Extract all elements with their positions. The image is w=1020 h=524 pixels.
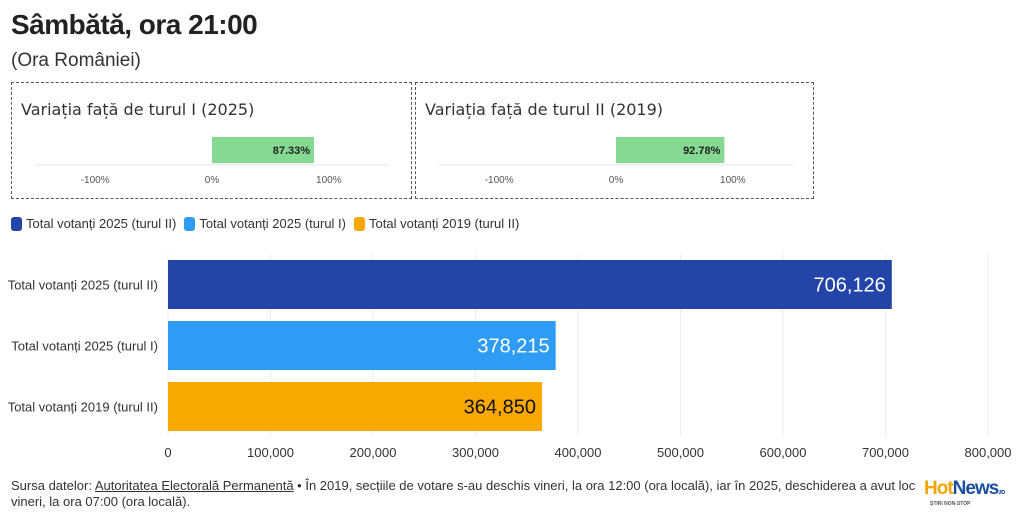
voters-bar-chart: 0 100,000 200,000 300,000 400,000 500,000 600,… bbox=[8, 254, 1012, 460]
bar bbox=[168, 260, 892, 309]
variation-panel-round1: Variația față de turul I (2025) 87.33% -1… bbox=[11, 82, 412, 199]
bar bbox=[168, 321, 556, 370]
hotnews-logo[interactable]: HotNews.ro ȘTIRI NON-STOP bbox=[924, 478, 1005, 507]
page-title: Sâmbătă, ora 21:00 bbox=[11, 9, 258, 40]
panel-tick-label: 0% bbox=[609, 175, 624, 186]
category-label: Total votanți 2025 (turul I) bbox=[11, 339, 158, 354]
x-tick-label: 600,000 bbox=[760, 445, 807, 460]
source-prefix: Sursa datelor: bbox=[11, 478, 95, 493]
panel-tick-label: -100% bbox=[81, 175, 110, 186]
panel-tick-label: 100% bbox=[316, 175, 342, 186]
panel-title: Variația față de turul I (2025) bbox=[21, 100, 255, 119]
variation-bar bbox=[212, 137, 315, 163]
x-tick-label: 100,000 bbox=[247, 445, 294, 460]
bar-value-label: 378,215 bbox=[477, 336, 549, 358]
variation-value-label: 92.78% bbox=[683, 145, 721, 157]
panel-tick-label: 100% bbox=[720, 175, 746, 186]
variation-value-label: 87.33% bbox=[273, 145, 311, 157]
panel-tick-label: 0% bbox=[205, 175, 220, 186]
legend-item[interactable]: Total votanți 2019 (turul II) bbox=[354, 216, 519, 231]
page-subtitle: (Ora României) bbox=[11, 50, 141, 71]
legend-swatch bbox=[11, 216, 22, 231]
category-label: Total votanți 2025 (turul II) bbox=[8, 278, 158, 293]
x-tick-label: 500,000 bbox=[657, 445, 704, 460]
logo-tagline: ȘTIRI NON-STOP bbox=[930, 501, 971, 507]
x-tick-label: 300,000 bbox=[452, 445, 499, 460]
logo-text-hot: Hot bbox=[924, 478, 954, 499]
legend-item[interactable]: Total votanți 2025 (turul II) bbox=[11, 216, 176, 231]
logo-text-news: News bbox=[952, 478, 1000, 499]
variation-chart-round1: 87.33% -100% 0% 100% bbox=[35, 137, 389, 186]
bar bbox=[168, 382, 542, 431]
panel-title: Variația față de turul II (2019) bbox=[425, 100, 664, 119]
bar-value-label: 706,126 bbox=[813, 275, 885, 297]
legend-swatch bbox=[184, 216, 196, 231]
panel-tick-label: -100% bbox=[485, 175, 514, 186]
legend-label: Total votanți 2025 (turul II) bbox=[26, 216, 177, 231]
footer-note: • În 2019, secțiile de votare s-au desch… bbox=[11, 478, 916, 509]
logo-suffix: .ro bbox=[998, 489, 1005, 496]
variation-panel-round2-2019: Variația față de turul II (2019) 92.78% -… bbox=[415, 82, 814, 199]
source-link[interactable]: Autoritatea Electorală Permanentă bbox=[94, 478, 294, 493]
x-tick-label: 0 bbox=[164, 445, 171, 460]
x-tick-label: 400,000 bbox=[555, 445, 602, 460]
variation-chart-round2-2019: 92.78% -100% 0% 100% bbox=[439, 137, 793, 186]
legend-swatch bbox=[354, 216, 366, 231]
x-tick-label: 800,000 bbox=[965, 445, 1012, 460]
source-footer: Sursa datelor: Autoritatea Electorală Pe… bbox=[11, 478, 921, 510]
x-tick-label: 700,000 bbox=[862, 445, 909, 460]
category-label: Total votanți 2019 (turul II) bbox=[8, 400, 158, 415]
chart-legend: Total votanți 2025 (turul II) Total vota… bbox=[11, 216, 519, 231]
legend-label: Total votanți 2019 (turul II) bbox=[369, 216, 520, 231]
variation-bar bbox=[616, 137, 725, 163]
x-tick-label: 200,000 bbox=[350, 445, 397, 460]
legend-item[interactable]: Total votanți 2025 (turul I) bbox=[184, 216, 346, 231]
legend-label: Total votanți 2025 (turul I) bbox=[199, 216, 347, 231]
bar-value-label: 364,850 bbox=[464, 397, 536, 419]
